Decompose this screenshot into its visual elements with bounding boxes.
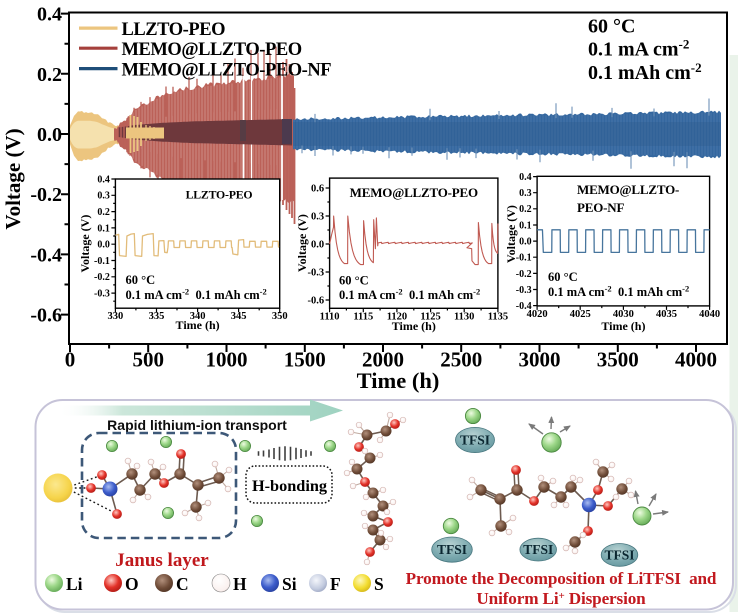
svg-text:60 °C: 60 °C bbox=[339, 274, 369, 288]
svg-text:MEMO@LLZTO-PEO-NF: MEMO@LLZTO-PEO-NF bbox=[122, 60, 332, 80]
svg-text:Time (h): Time (h) bbox=[176, 318, 220, 332]
svg-text:Si: Si bbox=[282, 574, 297, 594]
svg-text:MEMO@LLZTO-: MEMO@LLZTO- bbox=[577, 182, 679, 197]
svg-text:330: 330 bbox=[108, 311, 124, 322]
svg-text:60 °C: 60 °C bbox=[588, 16, 635, 38]
svg-text:0: 0 bbox=[65, 348, 76, 372]
svg-text:4030: 4030 bbox=[613, 309, 634, 320]
svg-text:0.0: 0.0 bbox=[37, 124, 62, 146]
svg-text:PEO-NF: PEO-NF bbox=[577, 200, 624, 215]
svg-text:-0.3: -0.3 bbox=[516, 285, 532, 296]
svg-text:Voltage (V): Voltage (V) bbox=[504, 205, 518, 263]
svg-text:0.1: 0.1 bbox=[519, 220, 532, 231]
svg-text:Uniform Li+ Dispersion: Uniform Li+ Dispersion bbox=[476, 589, 646, 608]
svg-text:0.6: 0.6 bbox=[311, 184, 324, 195]
svg-text:60 °C: 60 °C bbox=[548, 270, 578, 284]
svg-text:0.1: 0.1 bbox=[97, 223, 110, 234]
svg-text:1115: 1115 bbox=[353, 311, 373, 322]
svg-text:TFSI: TFSI bbox=[437, 542, 467, 557]
svg-text:1120: 1120 bbox=[387, 311, 407, 322]
svg-text:3500: 3500 bbox=[597, 348, 639, 372]
svg-text:LLZTO-PEO: LLZTO-PEO bbox=[122, 20, 226, 40]
svg-text:-0.2: -0.2 bbox=[94, 272, 110, 283]
svg-text:TFSI: TFSI bbox=[460, 433, 490, 448]
svg-text:4020: 4020 bbox=[527, 309, 548, 320]
svg-text:-0.2: -0.2 bbox=[30, 184, 62, 206]
svg-text:1130: 1130 bbox=[454, 311, 474, 322]
svg-text:Time (h): Time (h) bbox=[601, 319, 645, 333]
svg-text:-0.4: -0.4 bbox=[516, 301, 532, 312]
svg-text:Voltage (V): Voltage (V) bbox=[1, 128, 25, 229]
svg-text:H: H bbox=[233, 574, 247, 594]
svg-text:0.1 mA cm-2: 0.1 mA cm-2 bbox=[588, 37, 689, 61]
svg-text:TFSI: TFSI bbox=[523, 542, 553, 557]
svg-text:-0.6: -0.6 bbox=[30, 305, 62, 327]
svg-text:340: 340 bbox=[190, 311, 206, 322]
svg-text:0.4: 0.4 bbox=[37, 4, 62, 26]
svg-text:345: 345 bbox=[231, 311, 247, 322]
svg-text:0.3: 0.3 bbox=[519, 188, 532, 199]
svg-text:0.3: 0.3 bbox=[97, 191, 110, 202]
svg-text:500: 500 bbox=[132, 348, 164, 372]
svg-text:4025: 4025 bbox=[570, 309, 591, 320]
svg-text:Li: Li bbox=[66, 574, 83, 594]
svg-text:Rapid lithium-ion transport: Rapid lithium-ion transport bbox=[107, 417, 287, 433]
svg-text:0.1 mA cm-2 0.1 mAh cm-2: 0.1 mA cm-2 0.1 mAh cm-2 bbox=[126, 287, 267, 303]
svg-text:Voltage (V): Voltage (V) bbox=[78, 215, 92, 273]
svg-text:4000: 4000 bbox=[675, 348, 717, 372]
svg-text:0.4: 0.4 bbox=[97, 174, 110, 185]
svg-text:0.0: 0.0 bbox=[97, 240, 110, 251]
svg-text:60 °C: 60 °C bbox=[126, 273, 156, 287]
svg-text:1000: 1000 bbox=[206, 348, 248, 372]
svg-text:2500: 2500 bbox=[440, 348, 482, 372]
svg-text:2000: 2000 bbox=[362, 348, 404, 372]
svg-text:-0.2: -0.2 bbox=[516, 269, 532, 280]
svg-text:Time (h): Time (h) bbox=[392, 319, 436, 333]
svg-text:1110: 1110 bbox=[320, 311, 340, 322]
svg-text:Promote the Decomposition of L: Promote the Decomposition of LiTFSI and bbox=[406, 569, 717, 588]
svg-text:1125: 1125 bbox=[420, 311, 440, 322]
svg-text:MEMO@LLZTO-PEO: MEMO@LLZTO-PEO bbox=[122, 40, 302, 60]
svg-text:0.4: 0.4 bbox=[519, 172, 532, 183]
svg-text:4035: 4035 bbox=[656, 309, 677, 320]
svg-text:1135: 1135 bbox=[488, 311, 508, 322]
svg-text:-0.1: -0.1 bbox=[94, 256, 110, 267]
svg-text:TFSI: TFSI bbox=[604, 548, 634, 563]
svg-text:MEMO@LLZTO-PEO: MEMO@LLZTO-PEO bbox=[350, 185, 478, 200]
svg-text:3000: 3000 bbox=[519, 348, 561, 372]
svg-text:0.0: 0.0 bbox=[519, 237, 532, 248]
svg-text:Janus layer: Janus layer bbox=[115, 550, 209, 571]
svg-text:Time (h): Time (h) bbox=[357, 368, 440, 393]
svg-text:S: S bbox=[374, 574, 384, 594]
svg-text:0.3: 0.3 bbox=[311, 212, 324, 223]
svg-text:H-bonding: H-bonding bbox=[252, 476, 327, 495]
svg-text:0.1 mA cm-2 0.1 mAh cm-2: 0.1 mA cm-2 0.1 mAh cm-2 bbox=[339, 287, 480, 303]
svg-text:0.1 mAh cm-2: 0.1 mAh cm-2 bbox=[588, 60, 702, 84]
svg-text:335: 335 bbox=[149, 311, 165, 322]
svg-text:Voltage (V): Voltage (V) bbox=[295, 214, 309, 272]
svg-text:F: F bbox=[330, 574, 341, 594]
svg-text:-0.1: -0.1 bbox=[516, 253, 532, 264]
svg-text:-0.6: -0.6 bbox=[307, 296, 324, 307]
svg-text:LLZTO-PEO: LLZTO-PEO bbox=[186, 188, 253, 202]
svg-text:-0.3: -0.3 bbox=[94, 289, 110, 300]
svg-text:O: O bbox=[125, 574, 139, 594]
svg-text:0.1 mA cm-2 0.1 mAh cm-2: 0.1 mA cm-2 0.1 mAh cm-2 bbox=[548, 284, 689, 300]
svg-text:0.2: 0.2 bbox=[37, 64, 62, 86]
svg-text:0.0: 0.0 bbox=[311, 240, 324, 251]
svg-text:-0.4: -0.4 bbox=[30, 244, 62, 266]
svg-text:C: C bbox=[176, 574, 189, 594]
svg-text:350: 350 bbox=[272, 311, 288, 322]
svg-text:1500: 1500 bbox=[284, 348, 326, 372]
svg-text:0.2: 0.2 bbox=[519, 204, 532, 215]
svg-text:-0.3: -0.3 bbox=[307, 268, 324, 279]
svg-text:4040: 4040 bbox=[699, 309, 720, 320]
svg-text:0.2: 0.2 bbox=[97, 207, 110, 218]
